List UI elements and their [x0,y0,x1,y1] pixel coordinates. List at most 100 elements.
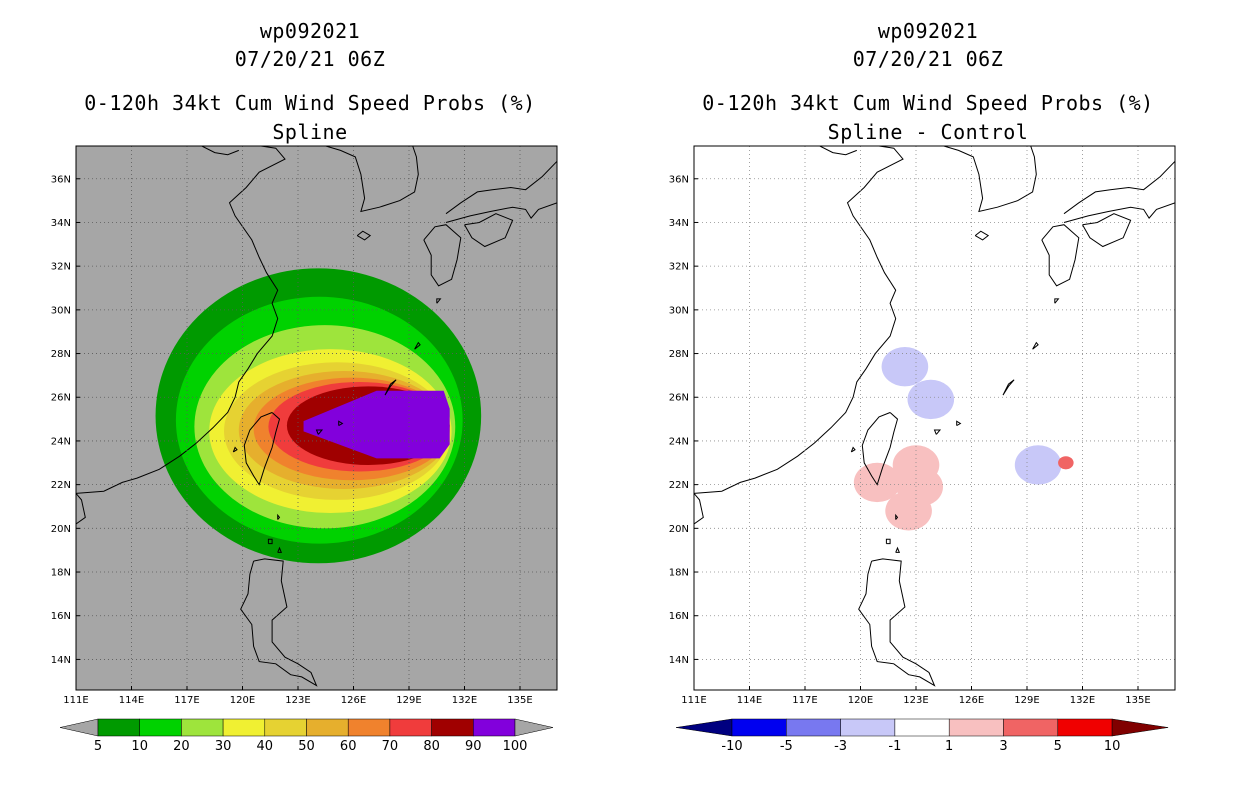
left-x-axis: 111E 114E 117E 120E 123E 126E 129E 132E 135E [63,686,533,706]
y-tick-label: 34N [51,218,71,229]
x-tick-label: 132E [452,695,477,706]
colorbar-swatch [1057,718,1113,737]
coastline [1063,202,1175,223]
left-datetime: 07/20/21 06Z [234,47,386,71]
colorbar-label: 3 [999,739,1007,754]
colorbar-swatch [840,718,896,737]
x-tick-label: 135E [507,695,532,706]
coastline [243,412,281,486]
left-y-axis: 14N 16N 18N 20N 22N 24N 26N 28N 30N 32N 34N 36N [51,174,80,666]
right-storm-id: wp092021 [877,19,979,43]
coastline [956,420,962,427]
coastline [694,493,704,525]
y-tick-label: 16N [669,611,689,622]
colorbar-swatch [948,718,1004,737]
left-coastlines [76,146,557,687]
coastline [414,341,421,350]
anomaly-negative [907,379,955,420]
coastline [1063,160,1175,215]
y-tick-label: 18N [51,568,71,579]
y-tick-label: 36N [51,174,71,185]
y-tick-label: 32N [51,262,71,273]
x-tick-label: 123E [285,695,310,706]
y-tick-label: 24N [51,436,71,447]
coastline [277,546,283,553]
y-tick-label: 30N [669,305,689,316]
y-tick-label: 22N [51,480,71,491]
colorbar-right-arrow [1111,718,1169,737]
colorbar-label: 1 [945,739,953,754]
coastline [858,558,936,687]
coastline [76,146,286,494]
colorbar-swatch [894,718,950,737]
colorbar-swatch [139,718,182,737]
y-tick-label: 14N [51,655,71,666]
y-tick-label: 16N [51,611,71,622]
coastline [1054,298,1060,304]
y-tick-label: 20N [51,524,71,535]
prob-contour-90 [303,390,450,459]
y-tick-label: 18N [669,568,689,579]
coastline [240,558,318,687]
x-tick-label: 129E [1014,695,1039,706]
x-tick-label: 111E [63,695,88,706]
coastline [356,230,372,241]
colorbar-left-arrow [59,718,99,737]
coastline [850,446,856,453]
coastline [325,146,419,213]
left-probability-contours [155,268,482,564]
colorbar-label: 5 [94,739,102,754]
y-tick-label: 32N [669,262,689,273]
colorbar-left-arrow [675,718,733,737]
right-title: 0-120h 34kt Cum Wind Speed Probs (%) [702,91,1154,115]
y-tick-label: 28N [51,349,71,360]
colorbar-swatch [786,718,841,737]
x-tick-label: 117E [174,695,199,706]
colorbar-label: -1 [888,739,901,754]
left-gridlines [76,146,557,690]
coastline [974,230,990,241]
colorbar-label: 100 [503,739,528,754]
right-y-axis: 14N 16N 18N 20N 22N 24N 26N 28N 30N 32N 34N 36N [669,174,698,666]
anomaly-negative [1014,445,1062,485]
x-tick-label: 111E [681,695,706,706]
right-colorbar: -10 -5 -3 -1 1 3 5 10 [675,718,1169,754]
y-tick-label: 26N [51,393,71,404]
x-tick-label: 135E [1125,695,1150,706]
coastline [943,146,1037,213]
right-map-frame [693,145,1176,691]
coastline [232,446,238,453]
y-tick-label: 14N [669,655,689,666]
colorbar-swatch [264,718,307,737]
colorbar-label: -3 [834,739,847,754]
coastline [885,538,891,545]
colorbar-swatch [473,718,516,737]
colorbar-swatch [222,718,266,737]
anomaly-positive [853,462,901,503]
colorbar-swatch [347,718,391,737]
colorbar-swatch [1003,718,1059,737]
colorbar-swatch [731,718,787,737]
right-coastlines [694,146,1175,687]
coastline [895,546,901,553]
y-tick-label: 24N [669,436,689,447]
y-tick-label: 36N [669,174,689,185]
colorbar-label: 80 [423,739,440,754]
y-tick-label: 34N [669,218,689,229]
x-tick-label: 126E [341,695,366,706]
right-x-axis: 111E 114E 117E 120E 123E 126E 129E 132E 135E [681,686,1151,706]
left-title: 0-120h 34kt Cum Wind Speed Probs (%) [84,91,536,115]
coastline [201,146,239,156]
coastline [1002,379,1015,396]
colorbar-swatch [389,718,432,737]
colorbar-swatch [306,718,349,737]
right-subtitle: Spline - Control [827,120,1029,144]
right-map-panel: 111E 114E 117E 120E 123E 126E 129E 132E 135E 14N… [669,145,1176,754]
right-difference-anomalies [853,346,1074,531]
left-map-panel: 111E 114E 117E 120E 123E 126E 129E 132E 135E 14N… [51,145,558,754]
coastline [445,202,557,223]
coastline [76,493,86,525]
coastline [861,412,899,486]
colorbar-right-arrow [514,718,554,737]
x-tick-label: 117E [792,695,817,706]
